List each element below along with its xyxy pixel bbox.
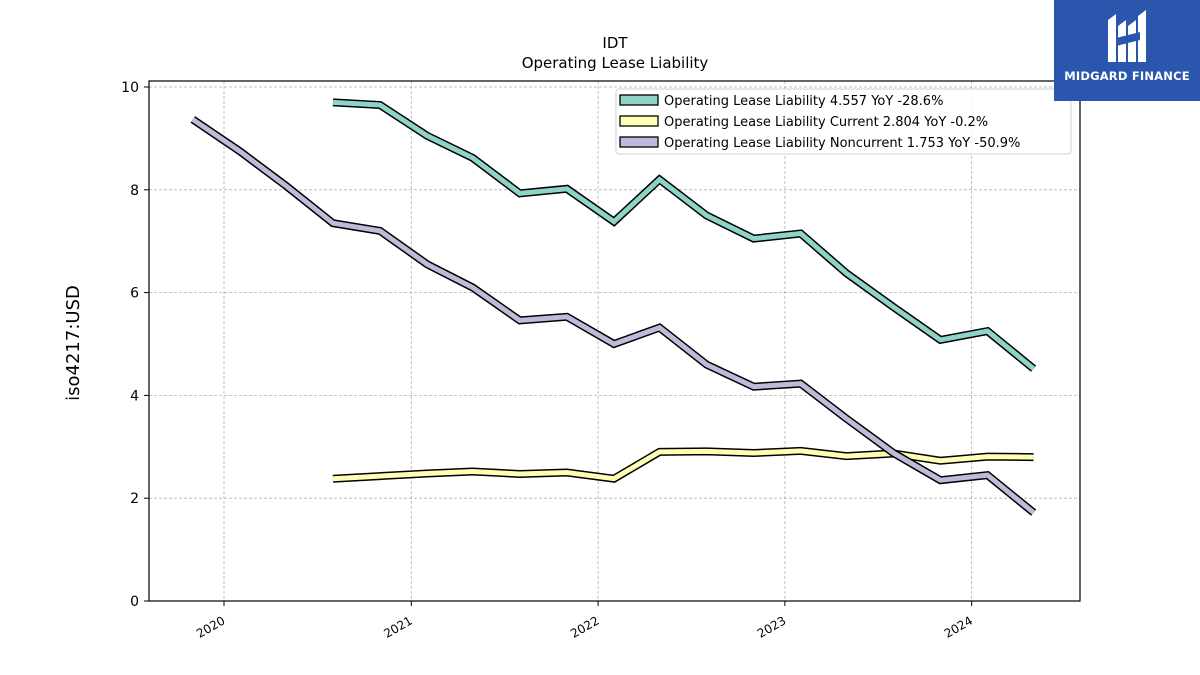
- legend-swatch-2: [619, 115, 659, 127]
- y-tick-label: 8: [130, 183, 139, 199]
- series-lines: [190, 98, 1037, 516]
- grid: [149, 81, 1080, 602]
- legend-label-3: Operating Lease Liability Noncurrent 1.7…: [664, 136, 1020, 151]
- legend-swatch-1: [619, 94, 659, 106]
- y-axis-label: iso4217:USD: [63, 285, 84, 401]
- x-axis-ticks: 2020 2021 2022 2023 2024: [194, 601, 975, 641]
- x-tick-label: 2022: [568, 613, 601, 640]
- x-tick-label: 2023: [755, 613, 788, 640]
- legend-box: [615, 88, 1072, 155]
- series-line-3: [191, 117, 1036, 515]
- y-tick-label: 0: [130, 594, 139, 610]
- legend: Operating Lease Liability 4.557 YoY -28.…: [615, 88, 1072, 155]
- legend-label-1: Operating Lease Liability 4.557 YoY -28.…: [664, 94, 943, 109]
- y-tick-label: 4: [130, 388, 139, 404]
- y-tick-label: 2: [130, 491, 139, 507]
- plot-frame: [148, 80, 1081, 602]
- y-tick-label: 10: [121, 80, 139, 96]
- y-tick-label: 6: [130, 286, 139, 302]
- chart-title: IDT: [602, 34, 628, 52]
- chart-subtitle: Operating Lease Liability: [522, 54, 709, 72]
- brand-name: MIDGARD FINANCE: [1064, 69, 1190, 83]
- legend-label-2: Operating Lease Liability Current 2.804 …: [664, 115, 988, 130]
- x-tick-label: 2024: [942, 613, 975, 640]
- midgard-logo-icon: [1108, 10, 1146, 62]
- y-axis-ticks: 0 2 4 6 8 10: [121, 80, 149, 610]
- legend-swatch-3: [619, 136, 659, 148]
- series-line-1: [332, 99, 1036, 371]
- brand-logo: MIDGARD FINANCE: [1054, 0, 1200, 101]
- x-tick-label: 2020: [194, 613, 227, 640]
- series-line-2: [332, 448, 1034, 482]
- x-tick-label: 2021: [381, 613, 414, 640]
